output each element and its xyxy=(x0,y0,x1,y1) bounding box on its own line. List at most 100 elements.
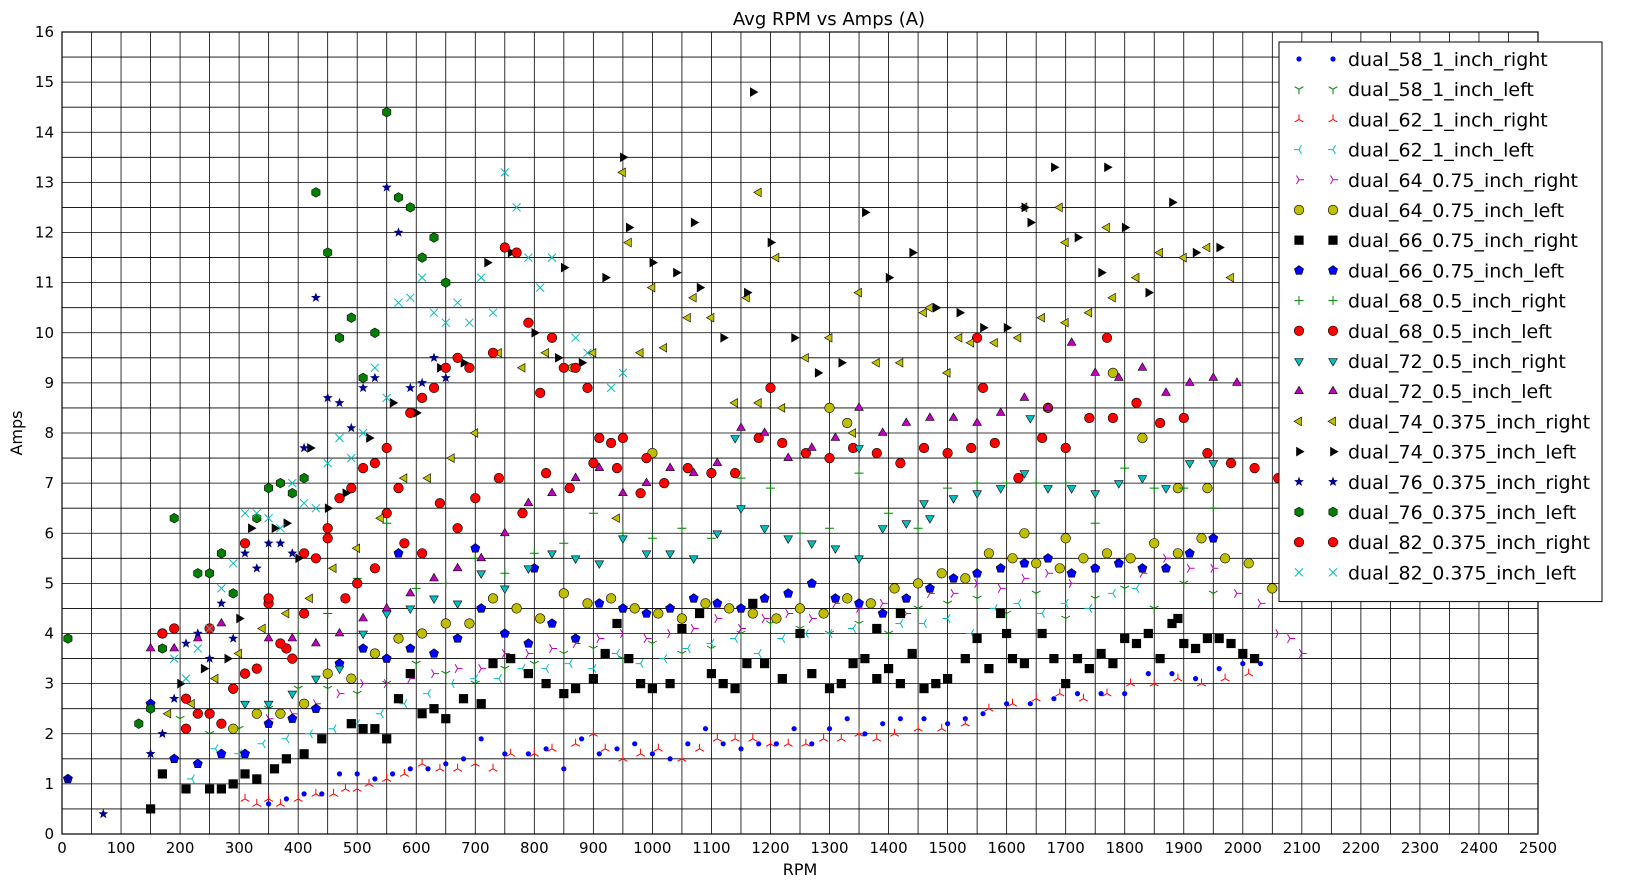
data-point xyxy=(948,573,959,583)
data-point xyxy=(169,642,180,652)
data-point xyxy=(612,618,622,629)
data-point xyxy=(476,570,487,579)
data-point xyxy=(1225,272,1234,283)
data-point xyxy=(358,724,368,734)
data-point xyxy=(394,192,403,203)
data-point xyxy=(382,393,392,403)
y-tick-label: 13 xyxy=(35,173,54,191)
legend-marker xyxy=(1328,385,1338,395)
data-point xyxy=(635,659,644,669)
data-point xyxy=(440,372,451,383)
data-point xyxy=(452,600,463,610)
data-point xyxy=(543,746,549,752)
data-point xyxy=(688,292,697,303)
data-point xyxy=(323,458,333,468)
data-point xyxy=(1178,252,1187,263)
legend-marker xyxy=(1328,114,1338,123)
data-point xyxy=(1154,417,1166,429)
data-point xyxy=(240,548,250,558)
data-point xyxy=(742,658,752,669)
legend-label: dual_74_0.375_inch_right xyxy=(1348,411,1590,433)
y-tick-label: 9 xyxy=(44,374,54,392)
data-point xyxy=(658,342,668,353)
data-point xyxy=(956,307,966,318)
data-point xyxy=(516,362,526,373)
data-point xyxy=(966,442,977,454)
data-point xyxy=(1244,668,1254,677)
data-point xyxy=(204,653,215,663)
data-point xyxy=(311,637,321,647)
data-point xyxy=(340,783,350,792)
series-dual_58_1_inch_right xyxy=(266,661,1264,807)
data-point xyxy=(1061,678,1071,689)
data-point xyxy=(1019,528,1030,539)
data-point xyxy=(157,769,167,779)
data-point xyxy=(511,247,522,258)
data-point xyxy=(570,633,581,643)
data-point xyxy=(382,518,392,528)
data-point xyxy=(540,347,549,358)
data-point xyxy=(720,741,726,747)
data-point xyxy=(854,598,864,608)
data-point xyxy=(311,187,321,198)
data-point xyxy=(180,723,192,734)
data-point xyxy=(1238,648,1248,659)
data-point xyxy=(618,535,628,544)
data-point xyxy=(478,664,487,674)
data-point xyxy=(1003,322,1013,333)
data-point xyxy=(761,613,770,624)
data-point xyxy=(369,458,380,469)
data-point xyxy=(1149,483,1159,493)
series-dual_82_0.375_inch_right xyxy=(157,242,652,734)
data-point xyxy=(1066,568,1077,578)
data-point xyxy=(1078,693,1088,702)
data-point xyxy=(275,477,285,489)
data-point xyxy=(192,758,203,768)
data-point xyxy=(1002,478,1012,488)
data-point xyxy=(228,779,238,789)
data-point xyxy=(1184,548,1195,558)
data-point xyxy=(423,689,431,699)
data-point xyxy=(1072,653,1083,664)
data-point xyxy=(594,598,605,608)
data-point xyxy=(1074,691,1081,697)
data-point xyxy=(677,753,687,762)
data-point xyxy=(323,247,333,258)
data-point xyxy=(659,478,670,489)
y-tick-label: 6 xyxy=(44,524,54,542)
data-point xyxy=(730,633,739,644)
data-point xyxy=(571,333,580,343)
data-point xyxy=(506,653,516,664)
x-tick-label: 500 xyxy=(343,839,372,857)
data-point xyxy=(756,741,762,747)
data-point xyxy=(460,357,470,368)
data-point xyxy=(547,743,557,752)
data-point xyxy=(1031,693,1041,702)
data-point xyxy=(736,505,746,514)
data-point xyxy=(228,588,238,599)
series-dual_68_0.5_inch_right xyxy=(293,463,1218,638)
data-point xyxy=(399,538,410,549)
legend-label: dual_76_0.375_inch_left xyxy=(1348,502,1576,524)
data-point xyxy=(1101,222,1110,233)
legend-marker xyxy=(1293,325,1305,336)
data-point xyxy=(393,633,404,644)
data-point xyxy=(216,548,226,559)
data-point xyxy=(1001,628,1012,639)
data-point xyxy=(1055,688,1065,697)
data-point xyxy=(736,603,746,613)
data-point xyxy=(319,791,325,797)
data-point xyxy=(889,728,900,737)
legend-marker xyxy=(1294,358,1304,367)
legend-label: dual_62_1_inch_left xyxy=(1348,140,1534,162)
data-point xyxy=(826,726,833,732)
legend-label: dual_76_0.375_inch_right xyxy=(1348,472,1590,494)
data-point xyxy=(995,563,1006,573)
data-point xyxy=(641,477,652,486)
y-tick-label: 2 xyxy=(44,725,54,743)
data-point xyxy=(1027,217,1036,228)
data-point xyxy=(1036,312,1045,323)
data-point xyxy=(783,452,794,461)
series-dual_62_1_inch_right xyxy=(240,668,1254,807)
data-point xyxy=(1173,673,1183,682)
